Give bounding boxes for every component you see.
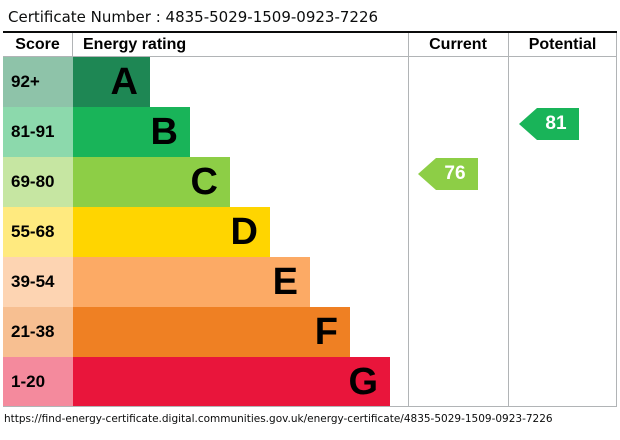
band-row-b: 81-91 B — [3, 107, 617, 157]
certificate-number: Certificate Number : 4835-5029-1509-0923… — [0, 0, 620, 26]
header-current: Current — [429, 35, 487, 53]
band-row-a: 92+ A — [3, 57, 617, 107]
band-row-f: 21-38 F — [3, 307, 617, 357]
rating-bar-b: B — [73, 107, 190, 157]
potential-column-divider — [508, 33, 509, 407]
score-range-c: 69-80 — [3, 157, 73, 207]
score-range-a: 92+ — [3, 57, 73, 107]
chart-bottom-border — [3, 406, 617, 407]
rating-bands: 92+ A 81-91 B 69-80 C 55-68 D 39-54 E 21-38 F 1-20 G — [3, 57, 617, 407]
potential-rating-value: 81 — [545, 113, 567, 134]
band-row-c: 69-80 C — [3, 157, 617, 207]
chart-header-row: Score Energy rating Current Potential — [3, 33, 617, 57]
rating-bar-c: C — [73, 157, 230, 207]
header-score: Score — [3, 33, 73, 56]
energy-rating-chart: Score Energy rating Current Potential 92… — [3, 31, 617, 407]
rating-bar-a: A — [73, 57, 150, 107]
current-column-divider — [408, 33, 409, 407]
band-row-e: 39-54 E — [3, 257, 617, 307]
score-range-d: 55-68 — [3, 207, 73, 257]
right-edge-divider — [616, 33, 617, 407]
score-range-g: 1-20 — [3, 357, 73, 407]
rating-bar-e: E — [73, 257, 310, 307]
current-rating-value: 76 — [444, 163, 466, 184]
score-range-f: 21-38 — [3, 307, 73, 357]
certificate-number-value: 4835-5029-1509-0923-7226 — [165, 8, 379, 26]
rating-bar-d: D — [73, 207, 270, 257]
header-potential: Potential — [528, 35, 597, 53]
header-energy-rating: Energy rating — [83, 35, 187, 53]
certificate-url: https://find-energy-certificate.digital.… — [4, 413, 553, 425]
rating-bar-g: G — [73, 357, 390, 407]
rating-bar-f: F — [73, 307, 350, 357]
band-row-g: 1-20 G — [3, 357, 617, 407]
score-range-b: 81-91 — [3, 107, 73, 157]
score-range-e: 39-54 — [3, 257, 73, 307]
certificate-number-label: Certificate Number : — [8, 8, 161, 26]
band-row-d: 55-68 D — [3, 207, 617, 257]
